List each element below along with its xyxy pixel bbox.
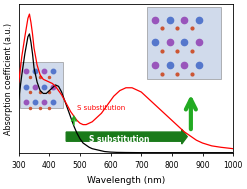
FancyArrow shape <box>66 129 187 144</box>
FancyBboxPatch shape <box>147 7 221 79</box>
Text: S substitution: S substitution <box>77 105 125 112</box>
X-axis label: Wavelength (nm): Wavelength (nm) <box>87 176 165 185</box>
Y-axis label: Absorption coefficient (a.u.): Absorption coefficient (a.u.) <box>4 22 13 135</box>
FancyBboxPatch shape <box>20 62 63 108</box>
Text: S substitution: S substitution <box>89 135 150 144</box>
